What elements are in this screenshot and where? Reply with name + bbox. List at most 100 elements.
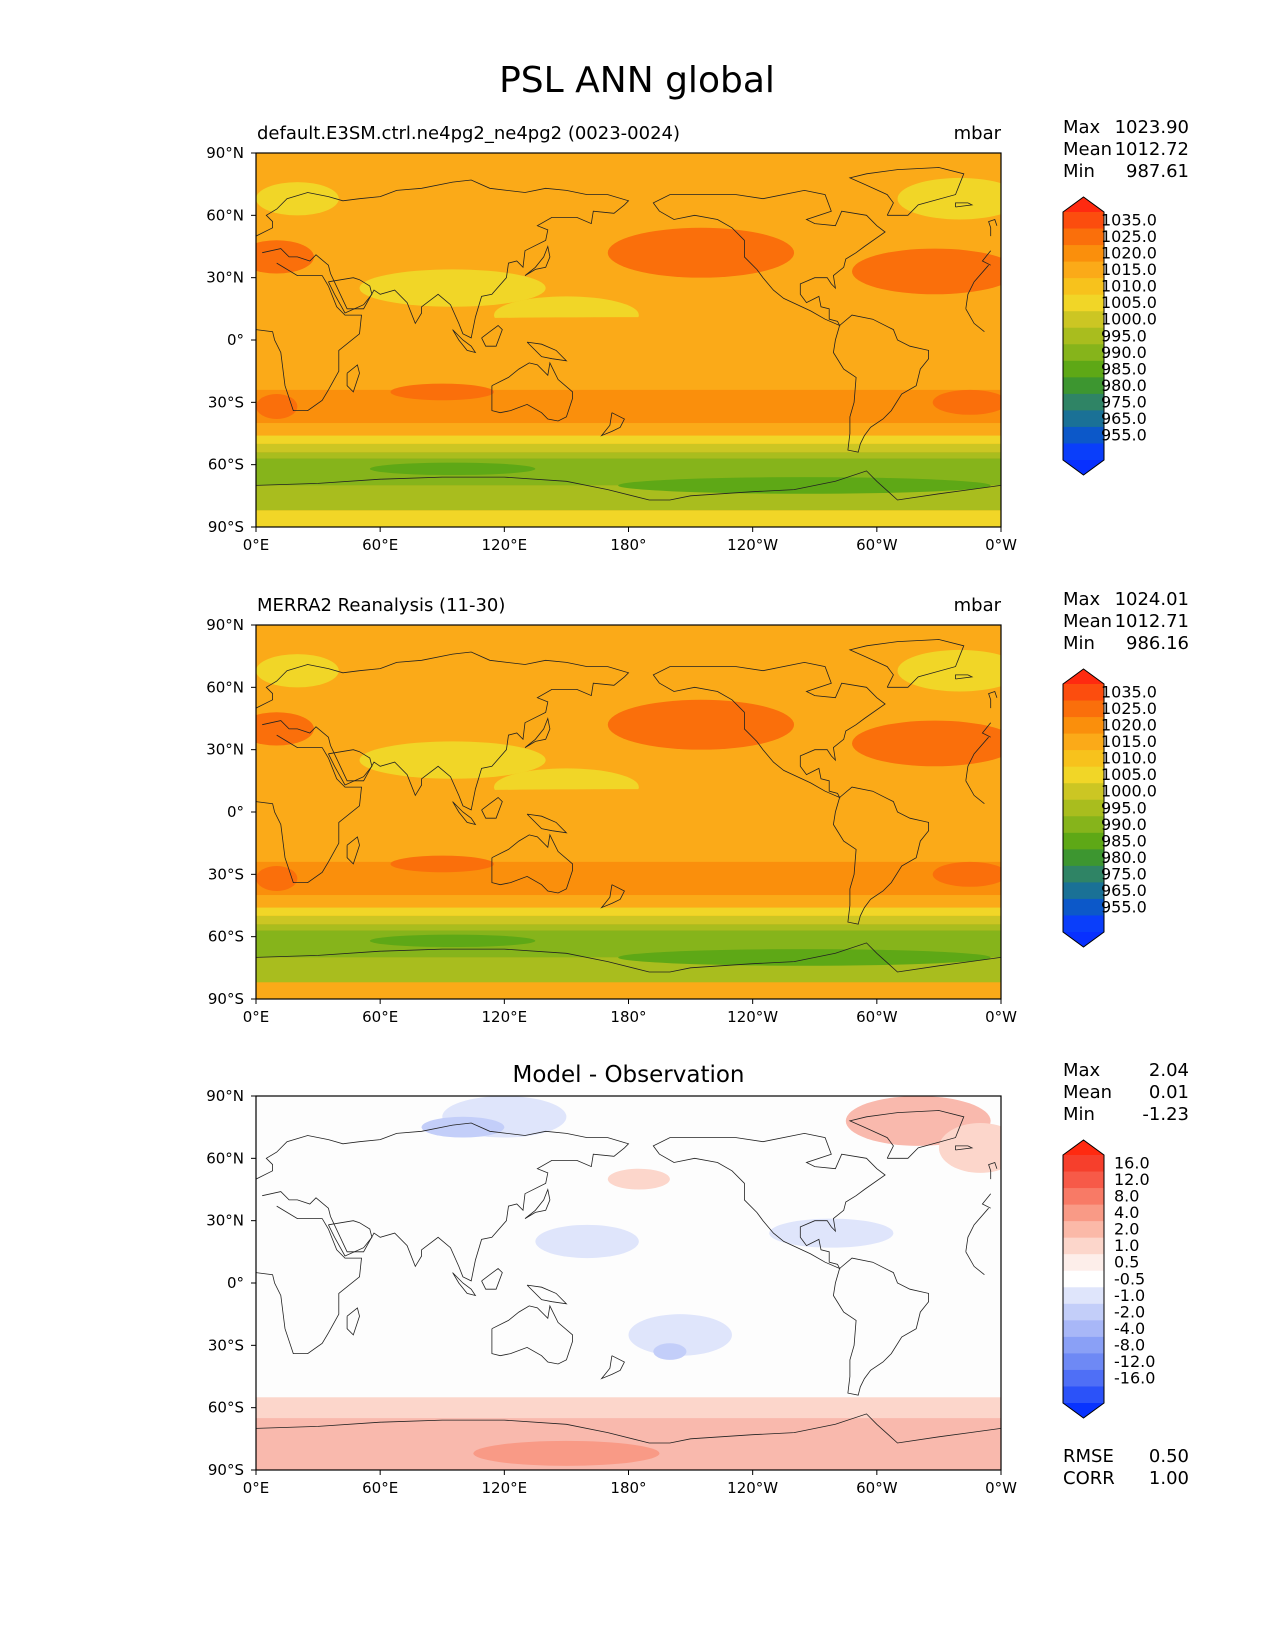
field-contour-icelandic-low (897, 177, 1001, 220)
colorbar-segment (1063, 1270, 1104, 1288)
colorbar-label: -0.5 (1114, 1269, 1145, 1288)
y-tick-label: 0° (227, 803, 244, 821)
stat-value: 2.04 (1149, 1060, 1189, 1081)
field-contour (421, 1116, 505, 1138)
coastline (652, 189, 886, 327)
coastline (256, 179, 992, 339)
colorbar-segment (1063, 832, 1104, 850)
colorbar-label: -1.0 (1114, 1286, 1145, 1305)
coastline (832, 1257, 929, 1396)
coastline (526, 1284, 568, 1305)
field-contour (390, 383, 494, 401)
stat-value: 1023.90 (1115, 117, 1189, 138)
colorbar-label: 995.0 (1101, 798, 1147, 817)
colorbar-segment (1063, 278, 1104, 296)
y-tick-label: 0° (227, 331, 244, 349)
map-panel-ref: 0°E 60°E 120°E 180° 120°W 60°W 0°W 90°N 60°N 30°N… (206, 589, 1189, 1026)
field-contour (256, 654, 339, 688)
map-field (256, 1096, 1001, 1470)
colorbar-label: 975.0 (1101, 392, 1147, 411)
colorbar-label: 1005.0 (1101, 765, 1157, 784)
coastline (524, 1188, 551, 1219)
colorbar-label: 975.0 (1101, 864, 1147, 883)
field-contour-icelandic-low (897, 649, 1001, 692)
coastline (452, 329, 477, 354)
colorbar-extend-max (1063, 197, 1104, 212)
colorbar-label: -4.0 (1114, 1319, 1145, 1338)
coastline (526, 341, 568, 362)
colorbar-label: -8.0 (1114, 1335, 1145, 1354)
colorbar-segment (1063, 261, 1104, 279)
field-contour (473, 1440, 660, 1466)
x-tick-label: 180° (610, 536, 646, 554)
y-tick-label: 30°N (206, 1212, 244, 1230)
x-tick-label: 60°E (362, 1479, 398, 1497)
colorbar-label: 955.0 (1101, 425, 1147, 444)
coastline (328, 277, 373, 314)
field-contour (535, 1224, 639, 1259)
coastline (256, 1122, 992, 1282)
colorbar-segment (1063, 799, 1104, 817)
coastline (481, 324, 503, 347)
stat-value: 987.61 (1126, 161, 1189, 182)
colorbar-segment (1063, 783, 1104, 801)
colorbar-label: 990.0 (1101, 343, 1147, 362)
field-band (256, 915, 1001, 925)
colorbar-segment (1063, 377, 1104, 395)
stat-label: Min (1063, 161, 1095, 182)
colorbar-segment (1063, 1155, 1104, 1173)
coastline (848, 167, 965, 216)
coastline (256, 262, 989, 411)
stat-label: RMSE (1063, 1446, 1114, 1467)
y-tick-label: 60°N (206, 678, 244, 696)
field-contour (618, 477, 991, 494)
field-band (256, 452, 1001, 459)
colorbar-label: 1035.0 (1101, 683, 1157, 702)
coastline (346, 836, 360, 865)
colorbar-segment (1063, 898, 1104, 916)
stat-label: Mean (1063, 1082, 1112, 1103)
x-tick-label: 180° (610, 1008, 646, 1026)
x-tick-label: 60°E (362, 1008, 398, 1026)
x-tick-label: 120°W (727, 536, 778, 554)
colorbar-label: 1000.0 (1101, 310, 1157, 329)
colorbar-segment (1063, 1221, 1104, 1239)
x-tick-label: 0°W (985, 536, 1017, 554)
coastline (988, 690, 998, 709)
y-tick-label: 90°N (206, 1087, 244, 1105)
stat-value: -1.23 (1142, 1104, 1189, 1125)
y-tick-label: 90°S (208, 518, 244, 536)
field-contour (256, 394, 298, 419)
field-contour (653, 1343, 687, 1360)
coastline (346, 364, 360, 393)
field-band-subtropical-high (256, 861, 1001, 896)
x-tick-label: 120°W (727, 1008, 778, 1026)
coastline (524, 717, 551, 748)
field-contour-south-pacific-negative (628, 1314, 732, 1356)
colorbar-segment (1063, 1386, 1104, 1404)
colorbar-segment (1063, 410, 1104, 428)
coastline (526, 813, 568, 834)
colorbar-label: 16.0 (1114, 1154, 1150, 1173)
colorbar-label: 990.0 (1101, 815, 1147, 834)
field-contour (932, 389, 1001, 415)
stat-label: Max (1063, 117, 1101, 138)
colorbar-label: 965.0 (1101, 409, 1147, 428)
field-band (256, 1397, 1001, 1419)
field-contour-pacific-high (607, 699, 795, 750)
colorbar-extend-max (1063, 669, 1104, 684)
coastline (652, 1132, 886, 1270)
colorbar-label: -2.0 (1114, 1302, 1145, 1321)
colorbar-extend-min (1063, 932, 1104, 947)
colorbar-label: 1015.0 (1101, 732, 1157, 751)
field-band (256, 443, 1001, 453)
x-tick-label: 0°W (985, 1479, 1017, 1497)
map-panel-test: 0°E 60°E 120°E 180° 120°W 60°W 0°W 90°N 60°N 30°N… (206, 117, 1189, 554)
coastline (955, 1145, 974, 1151)
colorbar-label: 1005.0 (1101, 293, 1157, 312)
y-tick-label: 90°N (206, 616, 244, 634)
colorbar-label: 1035.0 (1101, 211, 1157, 230)
coastline (848, 639, 965, 688)
coastline (491, 833, 573, 894)
colorbar-segment (1063, 816, 1104, 834)
